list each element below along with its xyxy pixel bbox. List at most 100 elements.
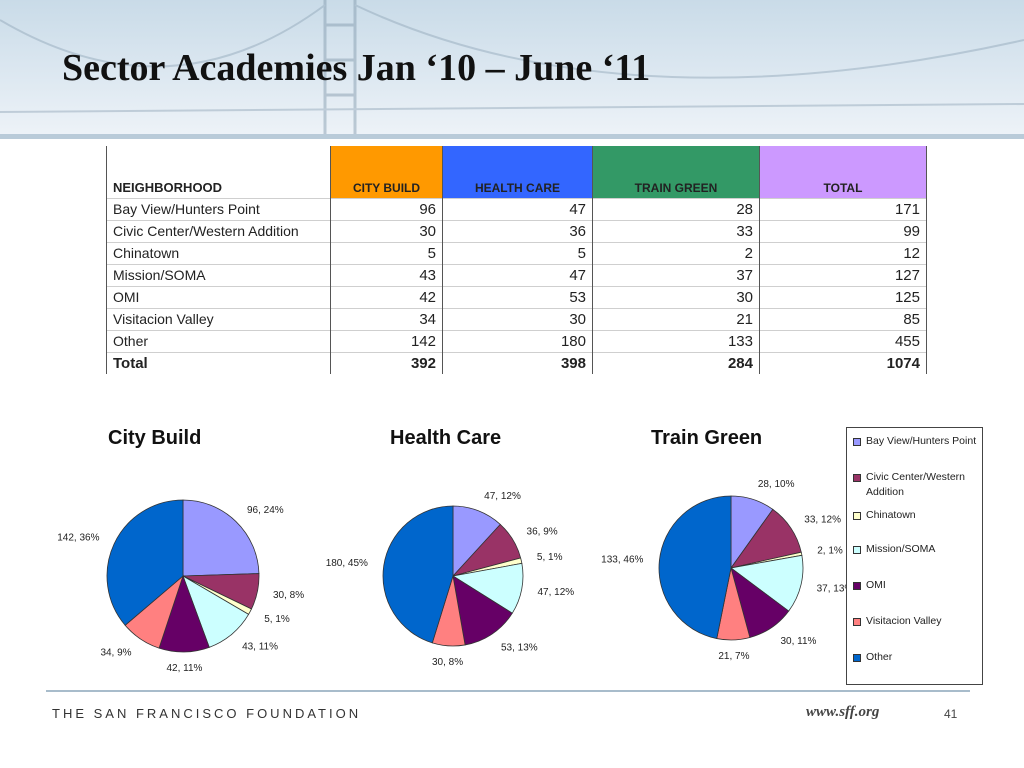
- pie-data-label: 180, 45%: [326, 558, 368, 569]
- pie-slice-other: [106, 499, 184, 626]
- header-total: TOTAL: [759, 146, 927, 198]
- legend-swatch: [853, 512, 861, 520]
- train-green-cell: 28: [592, 197, 760, 220]
- total-cell: 125: [759, 285, 927, 308]
- pie-data-label: 30, 8%: [432, 657, 463, 668]
- total-cell: 455: [759, 329, 927, 352]
- city-build-cell: 42: [330, 285, 443, 308]
- pie-data-label: 28, 10%: [758, 479, 795, 490]
- table-header-row: NEIGHBORHOOD CITY BUILD HEALTH CARE TRAI…: [106, 146, 927, 198]
- legend-item: Civic Center/Western Addition: [853, 470, 981, 500]
- total-cell: 85: [759, 307, 927, 330]
- train-green-chart-title: Train Green: [651, 427, 763, 449]
- legend-swatch: [853, 582, 861, 590]
- legend-label: Visitacion Valley: [866, 615, 942, 627]
- pie-data-label: 142, 36%: [57, 532, 99, 543]
- footer-rule: [46, 690, 970, 692]
- legend-swatch: [853, 654, 861, 662]
- footer-url[interactable]: www.sff.org: [806, 704, 880, 720]
- train-green-cell: 133: [592, 329, 760, 352]
- legend-label: Civic Center/Western Addition: [866, 471, 966, 498]
- total-cell: 171: [759, 197, 927, 220]
- table-row: Other 142 180 133 455: [106, 329, 927, 352]
- header-rule: [0, 134, 1024, 139]
- legend-label: Mission/SOMA: [866, 543, 936, 555]
- health-care-cell: 53: [442, 285, 593, 308]
- pie-data-label: 21, 7%: [718, 651, 749, 662]
- train-green-pie-chart: 28, 10% 33, 12% 2, 1% 37, 13% 30, 11% 21, 7% 1…: [601, 479, 853, 662]
- table-row: Bay View/Hunters Point 96 47 28 171: [106, 197, 927, 220]
- pie-data-label: 36, 9%: [527, 526, 558, 537]
- total-cell: 1074: [759, 351, 927, 374]
- health-care-cell: 30: [442, 307, 593, 330]
- total-cell: 99: [759, 219, 927, 242]
- city-build-cell: 142: [330, 329, 443, 352]
- table-row: Chinatown 5 5 2 12: [106, 241, 927, 264]
- pie-data-label: 33, 12%: [804, 514, 841, 525]
- table-row: Mission/SOMA 43 47 37 127: [106, 263, 927, 286]
- legend-label: OMI: [866, 579, 886, 591]
- header-background: [0, 0, 1024, 138]
- health-care-cell: 5: [442, 241, 593, 264]
- health-care-cell: 47: [442, 263, 593, 286]
- pie-data-label: 53, 13%: [501, 642, 538, 653]
- neighborhood-cell: Visitacion Valley: [106, 307, 331, 330]
- pie-data-label: 42, 11%: [166, 663, 202, 674]
- neighborhood-table: NEIGHBORHOOD CITY BUILD HEALTH CARE TRAI…: [106, 146, 927, 374]
- legend-item: Bay View/Hunters Point: [853, 434, 981, 449]
- total-cell: 12: [759, 241, 927, 264]
- header-train-green: TRAIN GREEN: [592, 146, 760, 198]
- chart-legend: Bay View/Hunters Point Civic Center/Weste…: [846, 427, 983, 685]
- legend-swatch: [853, 474, 861, 482]
- neighborhood-cell: Mission/SOMA: [106, 263, 331, 286]
- city-build-cell: 34: [330, 307, 443, 330]
- neighborhood-cell: Bay View/Hunters Point: [106, 197, 331, 220]
- legend-label: Bay View/Hunters Point: [866, 435, 977, 447]
- neighborhood-cell: Total: [106, 351, 331, 374]
- pie-slice-mission-soma: [730, 554, 804, 612]
- header-city-build: CITY BUILD: [330, 146, 443, 198]
- city-build-cell: 392: [330, 351, 443, 374]
- legend-swatch: [853, 618, 861, 626]
- city-build-cell: 96: [330, 197, 443, 220]
- table-row: Civic Center/Western Addition 30 36 33 99: [106, 219, 927, 242]
- pie-data-label: 96, 24%: [247, 505, 284, 516]
- legend-item: OMI: [853, 578, 981, 593]
- pie-data-label: 5, 1%: [264, 614, 290, 625]
- pie-data-label: 47, 12%: [537, 587, 574, 598]
- pie-data-label: 30, 11%: [780, 636, 816, 647]
- health-care-cell: 36: [442, 219, 593, 242]
- legend-item: Mission/SOMA: [853, 542, 981, 557]
- pie-data-label: 43, 11%: [242, 642, 278, 653]
- health-care-chart-title: Health Care: [390, 427, 502, 449]
- header-neighborhood: NEIGHBORHOOD: [106, 146, 331, 198]
- city-build-cell: 30: [330, 219, 443, 242]
- neighborhood-cell: Other: [106, 329, 331, 352]
- pie-data-label: 34, 9%: [100, 647, 131, 658]
- train-green-cell: 284: [592, 351, 760, 374]
- pie-data-label: 47, 12%: [484, 491, 521, 502]
- pie-data-label: 133, 46%: [601, 554, 643, 565]
- page-number: 41: [944, 707, 958, 721]
- pie-slice-other: [658, 495, 732, 640]
- health-care-cell: 180: [442, 329, 593, 352]
- header-health-care: HEALTH CARE: [442, 146, 593, 198]
- table-row: Visitacion Valley 34 30 21 85: [106, 307, 927, 330]
- legend-swatch: [853, 546, 861, 554]
- train-green-cell: 21: [592, 307, 760, 330]
- neighborhood-cell: Chinatown: [106, 241, 331, 264]
- legend-item: Chinatown: [853, 508, 981, 523]
- slide-title: Sector Academies Jan ‘10 – June ‘11: [62, 47, 651, 89]
- pie-data-label: 37, 13%: [817, 583, 854, 594]
- legend-item: Visitacion Valley: [853, 614, 981, 629]
- footer-organization: THE SAN FRANCISCO FOUNDATION: [52, 706, 362, 721]
- legend-item: Other: [853, 650, 981, 665]
- city-build-pie-chart: 96, 24% 30, 8% 5, 1% 43, 11% 42, 11% 34, 9% 14…: [57, 499, 304, 674]
- legend-label: Chinatown: [866, 509, 916, 521]
- city-build-chart-title: City Build: [108, 427, 202, 449]
- city-build-cell: 43: [330, 263, 443, 286]
- health-care-pie-chart: 47, 12% 36, 9% 5, 1% 47, 12% 53, 13% 30, 8% 18…: [326, 491, 575, 668]
- pie-data-label: 5, 1%: [537, 552, 563, 563]
- table-total-row: Total 392 398 284 1074: [106, 351, 927, 374]
- golden-gate-bridge-icon: [0, 0, 1024, 138]
